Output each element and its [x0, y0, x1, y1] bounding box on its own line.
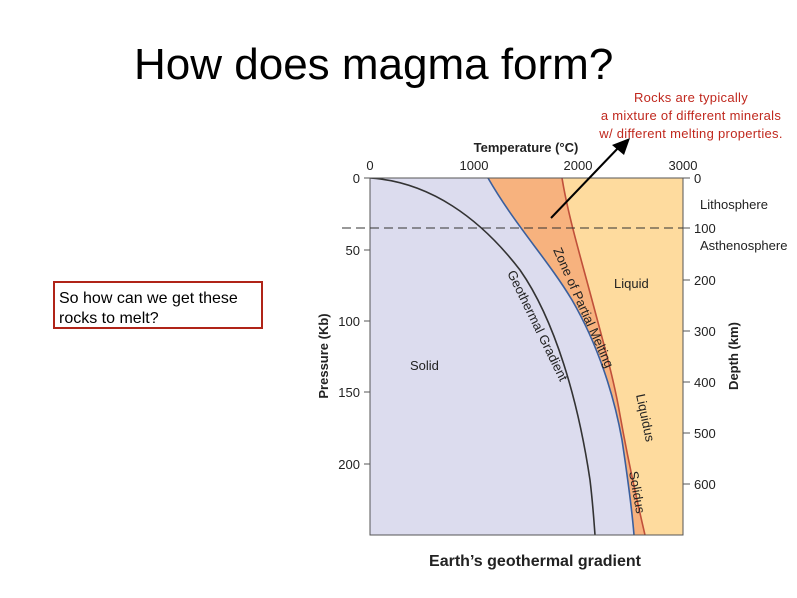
note-line-1: Rocks are typically [633, 90, 749, 105]
question-line-2: rocks to melt? [59, 310, 159, 327]
solid-region [370, 178, 634, 535]
x-tick-0: 0 [366, 158, 373, 173]
y-left-tick-150: 150 [338, 385, 360, 400]
plot-area [370, 178, 683, 535]
melting-note: Rocks are typically a mixture of differe… [576, 89, 797, 143]
solid-label: Solid [410, 358, 439, 373]
liquidus-curve [561, 178, 646, 535]
y-right-tick-600: 600 [694, 477, 716, 492]
right-axis-ticks [683, 177, 690, 485]
note-arrow-line [550, 145, 621, 219]
y-right-tick-200: 200 [694, 273, 716, 288]
y-right-tick-500: 500 [694, 426, 716, 441]
geotherm-curve [370, 178, 596, 535]
y-left-tick-50: 50 [346, 243, 360, 258]
y-left-tick-0: 0 [353, 171, 360, 186]
x-axis-title: Temperature (°C) [474, 140, 579, 155]
diagram-caption: Earth’s geothermal gradient [429, 553, 642, 570]
y-left-tick-100: 100 [338, 314, 360, 329]
question-line-1: So how can we get these [59, 290, 238, 307]
question-box: So how can we get these rocks to melt? [53, 281, 263, 329]
x-tick-3000: 3000 [669, 158, 698, 173]
x-tick-1000: 1000 [460, 158, 489, 173]
note-line-2: a mixture of different minerals [600, 108, 782, 123]
melting-boundary-curve [487, 178, 635, 535]
asthenosphere-label: Asthenosphere [700, 238, 787, 253]
liquid-label: Liquid [614, 276, 649, 291]
y-right-tick-300: 300 [694, 324, 716, 339]
x-tick-2000: 2000 [564, 158, 593, 173]
left-axis-ticks [364, 177, 370, 465]
y-right-tick-100: 100 [694, 221, 716, 236]
y-right-axis-title: Depth (km) [726, 322, 741, 390]
slide-title: How does magma form? [134, 40, 614, 89]
note-line-3: w/ different melting properties. [599, 126, 783, 141]
y-left-axis-title: Pressure (Kb) [316, 313, 331, 398]
note-arrow-head [612, 138, 630, 155]
y-right-tick-400: 400 [694, 375, 716, 390]
plot-frame [369, 177, 684, 536]
solidus-label: Solidus [626, 470, 648, 515]
y-left-tick-200: 200 [338, 457, 360, 472]
lithosphere-label: Lithosphere [700, 197, 768, 212]
y-right-tick-0: 0 [694, 171, 701, 186]
